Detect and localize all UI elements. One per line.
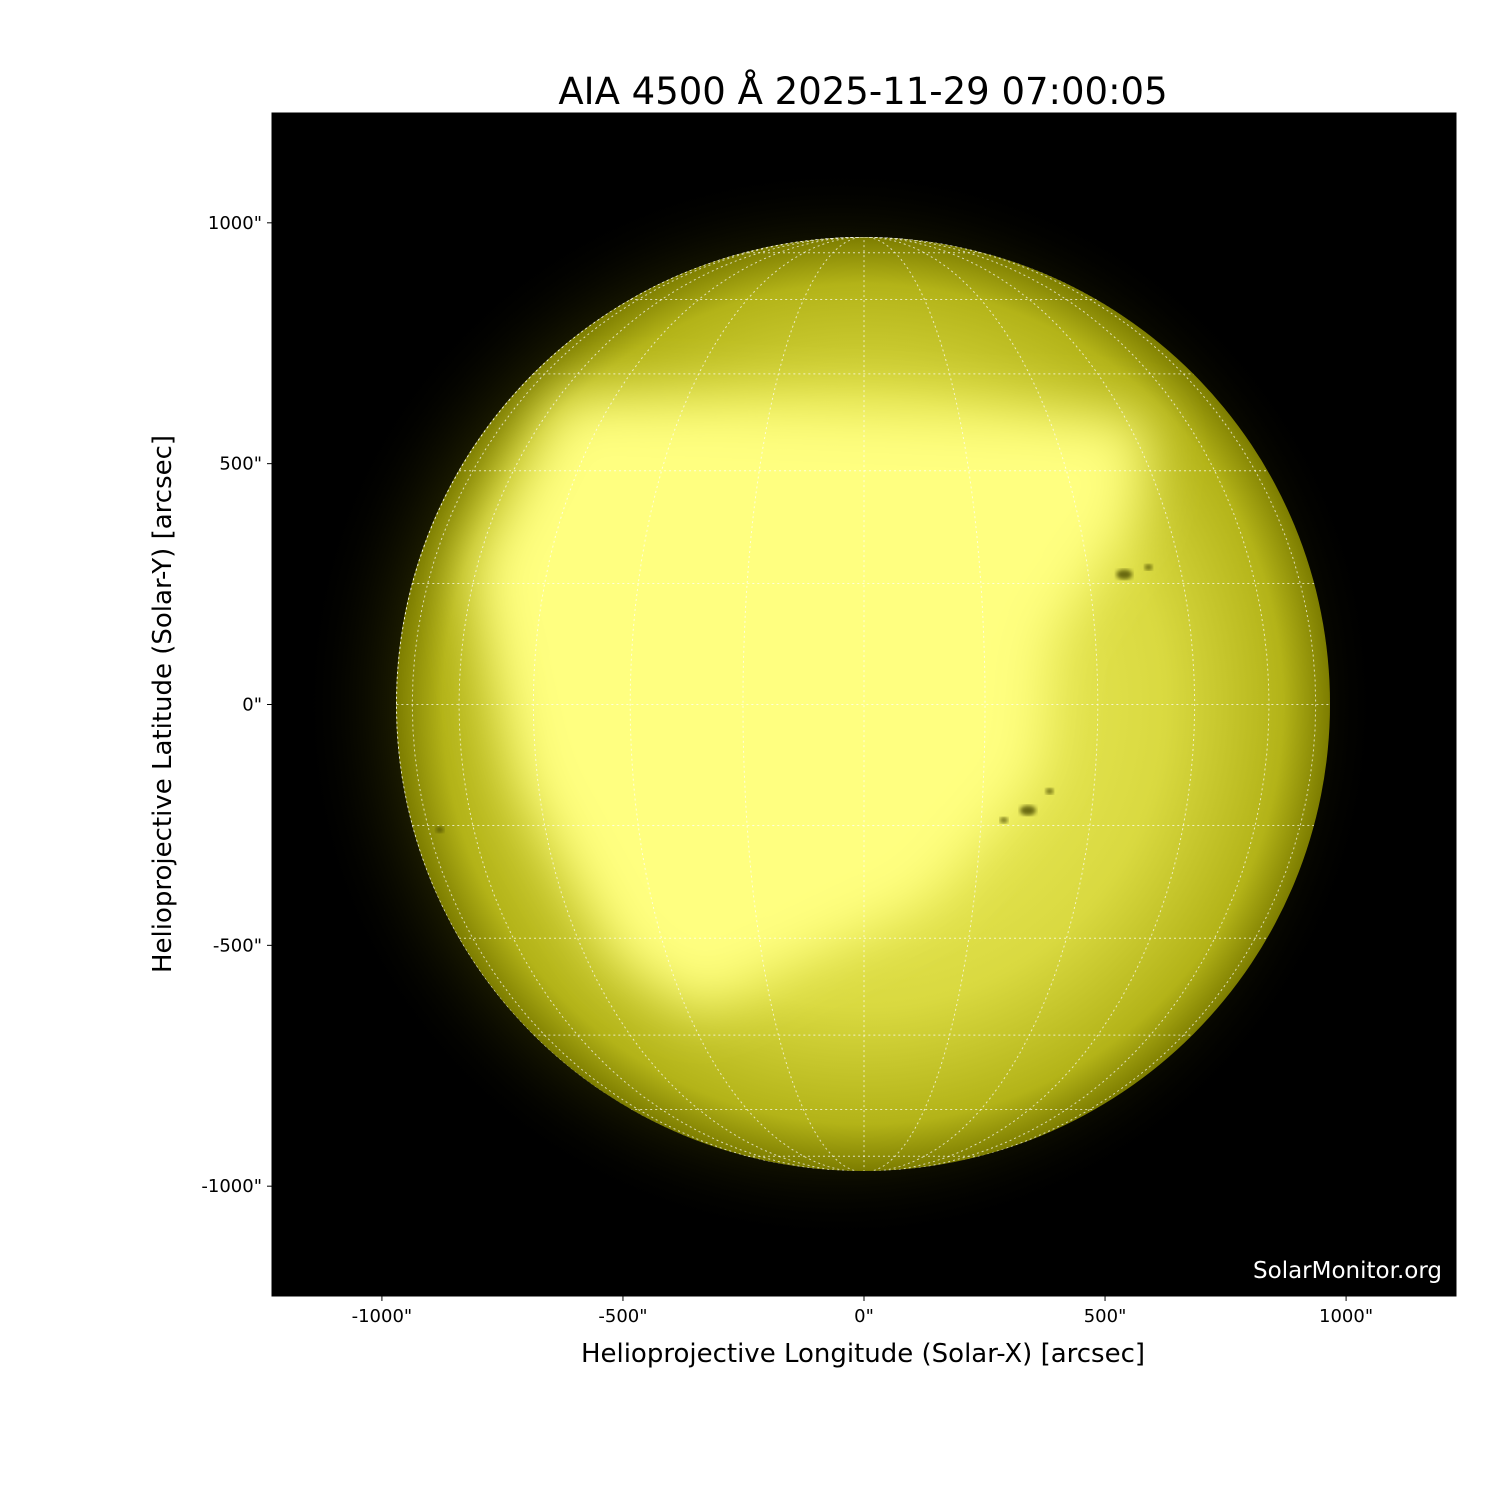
longitude-line (532, 237, 865, 1171)
sunspot (1019, 805, 1036, 816)
y-axis-label: Helioprojective Latitude (Solar-Y) [arcs… (148, 435, 178, 973)
x-tick-label: 1000" (1319, 1306, 1373, 1327)
longitude-line (629, 237, 865, 1171)
x-axis-label: Helioprojective Longitude (Solar-X) [arc… (581, 1339, 1145, 1369)
longitude-line (863, 237, 1099, 1171)
chart-title: AIA 4500 Å 2025-11-29 07:00:05 (558, 69, 1167, 113)
plot-axes: SolarMonitor.org (271, 112, 1457, 1297)
y-tick-label: 500" (219, 454, 262, 475)
longitude-line (863, 237, 986, 1171)
y-tick-label: 1000" (208, 213, 262, 234)
sunspot (1116, 569, 1133, 580)
watermark: SolarMonitor.org (1253, 1258, 1442, 1284)
sunspots (435, 564, 1153, 833)
x-tick-label: 500" (1084, 1306, 1127, 1327)
longitude-line (863, 237, 1196, 1171)
y-axis-ticks: -1000" -500" 0" 500" 1000" (201, 213, 272, 1197)
bright-region (470, 395, 1150, 1010)
longitude-line (458, 237, 865, 1171)
y-tick-label: 0" (242, 695, 262, 716)
heliographic-grid (396, 237, 1330, 1171)
y-tick-label: -500" (213, 935, 262, 956)
longitude-line (742, 237, 865, 1171)
sunspot (1144, 564, 1153, 571)
x-tick-label: -500" (598, 1306, 647, 1327)
sunspot (999, 817, 1008, 824)
longitude-line (863, 237, 1317, 1171)
x-tick-label: 0" (854, 1306, 874, 1327)
longitude-line (411, 237, 865, 1171)
longitude-line (863, 237, 1270, 1171)
sunspot (1045, 788, 1054, 795)
x-axis-ticks: -1000" -500" 0" 500" 1000" (352, 1296, 1373, 1327)
y-tick-label: -1000" (201, 1176, 262, 1197)
sunspot (435, 826, 444, 833)
x-tick-label: -1000" (352, 1306, 413, 1327)
